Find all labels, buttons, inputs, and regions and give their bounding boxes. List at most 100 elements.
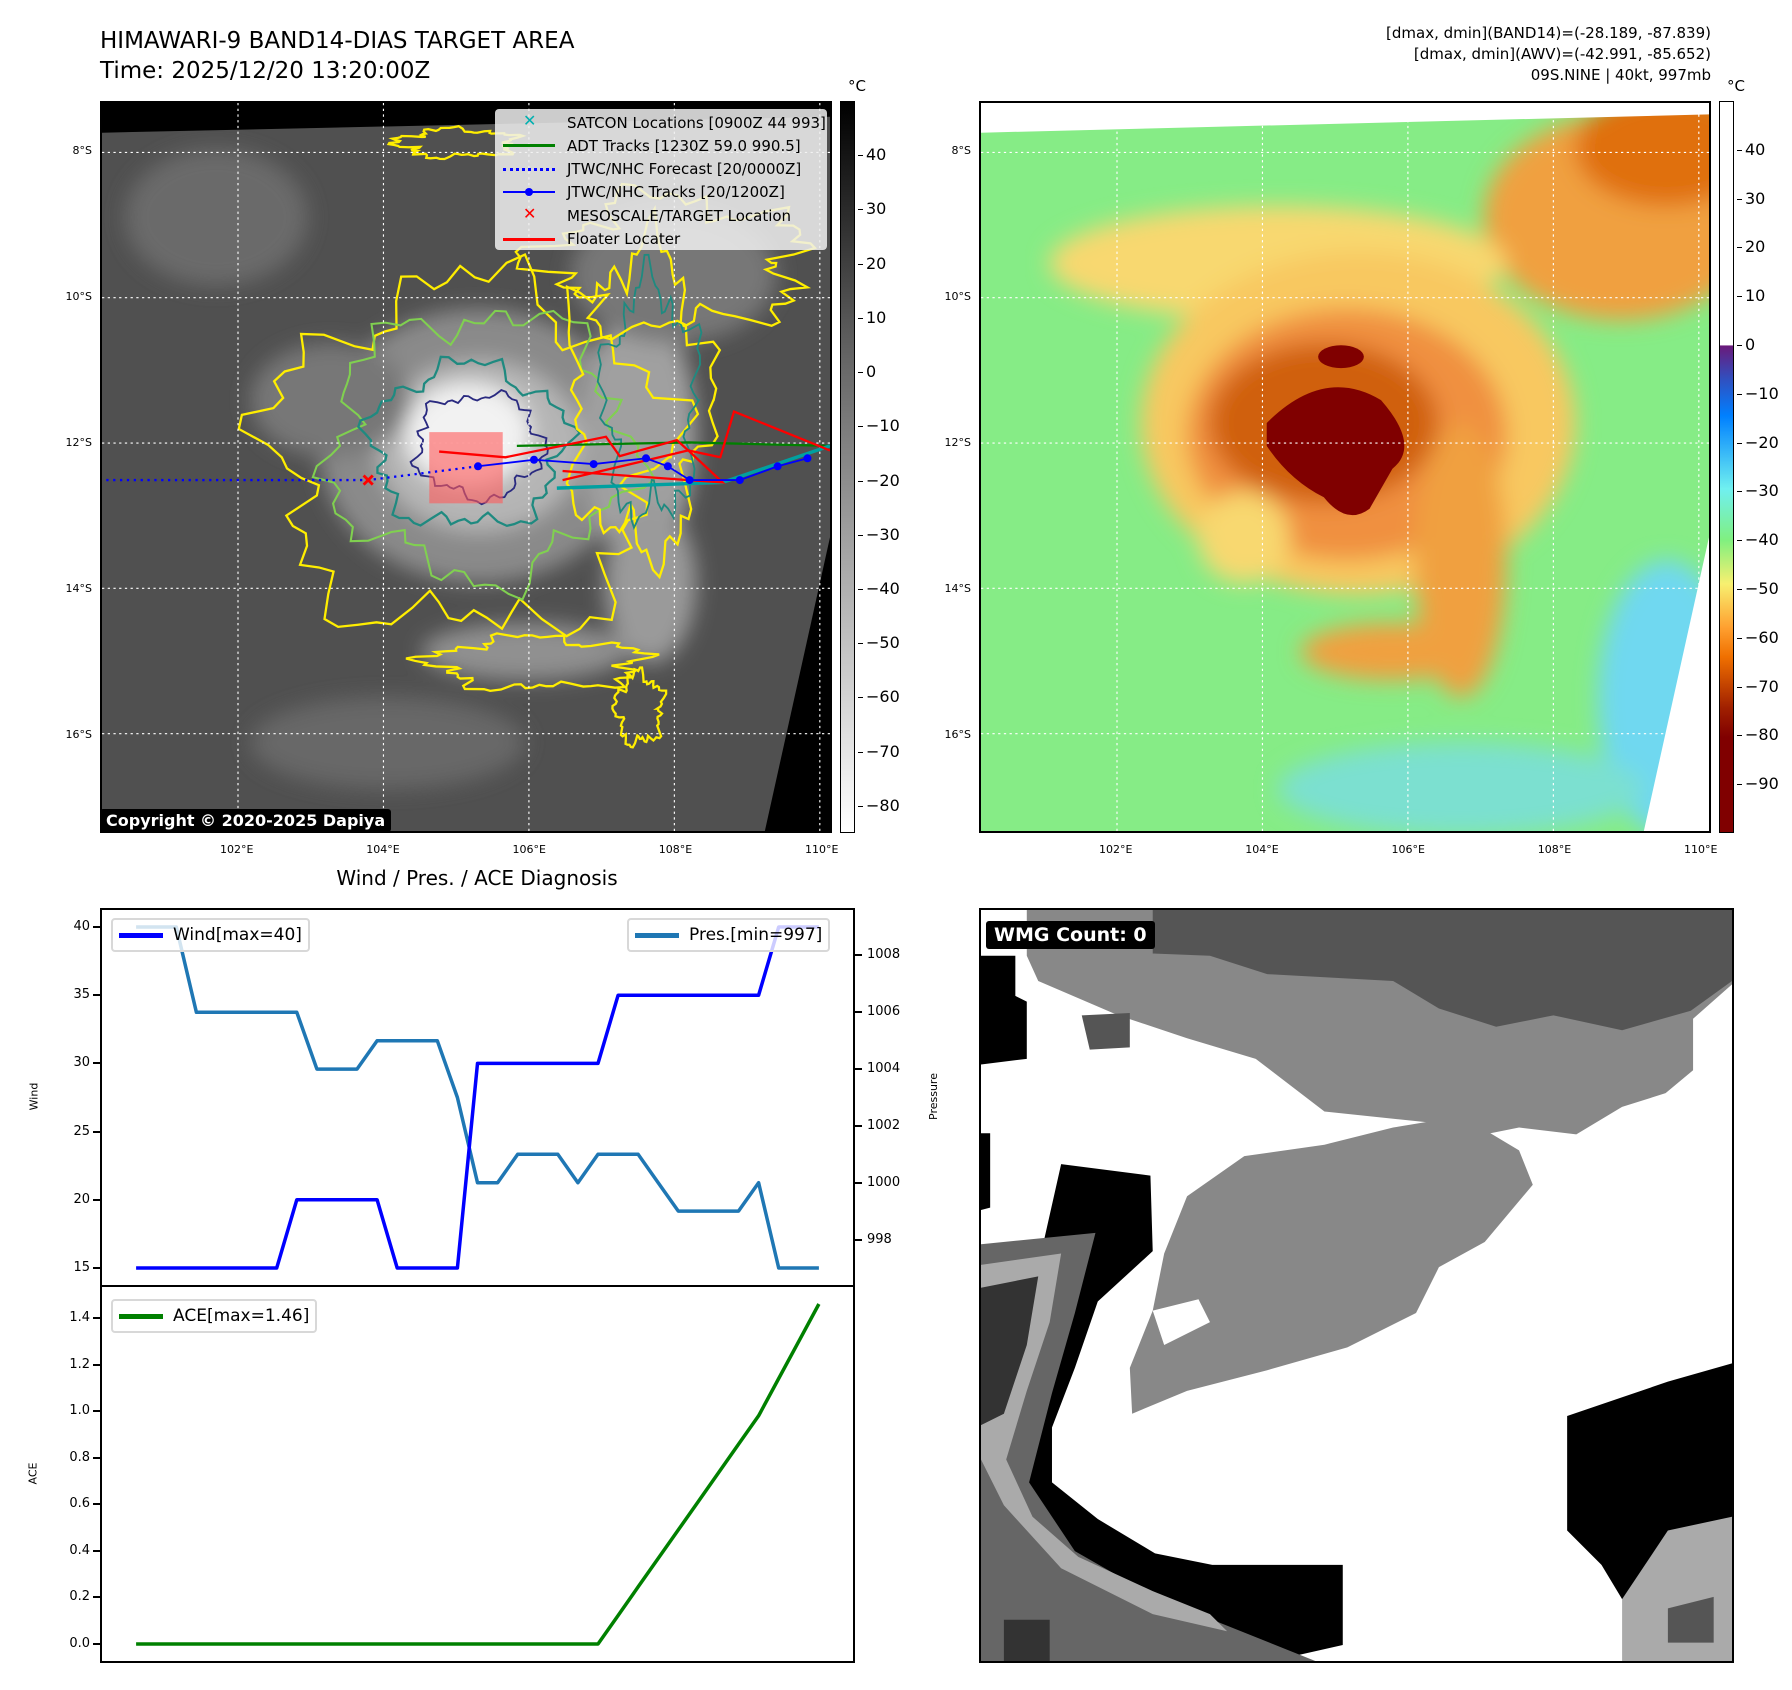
lat-tick-label: 16°S [944,728,971,742]
ace-axis-tick [93,1596,100,1599]
wind-pressure-chart: Wind[max=40] Pres.[min=997] [100,908,855,1287]
lon-tick-label: 108°E [1537,843,1572,856]
ace-axis-tick-label: 1.2 [69,1356,90,1372]
colorbar-tick-label: −30 [1745,481,1779,501]
band14-colorbar [840,101,855,833]
awv-blob [1575,103,1709,206]
colorbar-tick [858,805,863,807]
pressure-axis-tick-label: 1004 [867,1061,901,1077]
wind-axis-tick [93,1266,100,1269]
ace-legend-label: ACE[max=1.46] [173,1306,310,1326]
colorbar-tick-label: −80 [866,795,900,815]
contour-yellow [386,124,527,161]
lat-tick-label: 10°S [944,289,971,303]
wmg-image [981,910,1732,1661]
colorbar-tick [858,317,863,319]
legend-item: Floater Locater [495,228,680,251]
colorbar-tick [858,209,863,211]
colorbar-tick-label: −30 [866,524,900,544]
pressure-legend: Pres.[min=997] [627,918,831,952]
lat-tick-label: 12°S [944,435,971,449]
pressure-axis-tick-label: 1002 [867,1117,901,1133]
jtwc-track-point [735,476,744,485]
wind-pressure-plot [136,925,819,1270]
contour-yellow [405,632,660,693]
cloud-blob [250,697,525,789]
lon-tick-label: 108°E [658,843,693,856]
awv-map [979,101,1711,833]
wind-axis-tick-label: 40 [73,919,90,935]
colorbar-tick [858,426,863,428]
colorbar-tick [1737,784,1742,786]
ace-axis-tick [93,1363,100,1366]
pressure-axis-tick [855,1238,862,1241]
figure-title: HIMAWARI-9 BAND14-DIAS TARGET AREA Time:… [100,26,574,86]
colorbar-tick [1737,198,1742,200]
ace-axis-tick-label: 0.8 [69,1449,90,1465]
legend-item-label: Floater Locater [567,230,681,248]
jtwc-track-point [773,462,782,471]
pressure-axis-tick [855,1011,862,1014]
contour-green [311,309,656,601]
wind-axis-tick-label: 30 [73,1055,90,1071]
colorbar-tick [1737,637,1742,639]
lon-tick-label: 104°E [366,843,400,856]
title-line-1: HIMAWARI-9 BAND14-DIAS TARGET AREA [100,28,575,54]
cloud-blob [422,623,628,681]
cloud-blob [250,343,411,458]
ace-axis-tick [93,1549,100,1552]
colorbar-tick [1737,296,1742,298]
ace-axis-tick [93,1456,100,1459]
ace-axis-tick [93,1503,100,1506]
jtwc-track-point [474,462,482,471]
wind-axis-tick [93,1062,100,1065]
colorbar-tick-label: −90 [1745,774,1779,794]
colorbar-tick-label: −50 [1745,579,1779,598]
ace-plot [136,1303,821,1646]
colorbar-tick-label: −50 [866,633,900,653]
title-time: Time: 2025/12/20 13:20:00Z [100,58,431,84]
jtwc-track-point [589,460,598,469]
lat-tick-label: 10°S [65,289,92,303]
lon-tick-label: 110°E [805,843,839,856]
jtwc-track-point [530,455,538,464]
ace-axis-tick-label: 1.0 [69,1403,90,1419]
wind-axis-tick [93,1130,100,1133]
colorbar-tick-label: −40 [866,579,900,598]
wmg-panel [979,908,1734,1663]
colorbar-tick [1737,345,1742,346]
wind-legend-swatch [119,932,163,938]
pressure-axis-tick-label: 1006 [867,1004,901,1020]
lat-tick-label: 14°S [944,582,971,595]
pressure-axis-label: Pressure [926,1073,940,1120]
colorbar-tick [1737,393,1742,395]
jtwc-track-point [663,462,672,471]
wind-axis-tick [93,994,100,997]
colorbar-tick-label: 10 [1745,286,1766,306]
legend-item-label: MESOSCALE/TARGET Location [567,206,792,225]
ace-axis-tick [93,1410,100,1413]
colorbar-tick-label: −80 [1745,725,1779,745]
awv-blob [1301,623,1484,681]
jtwc-track-point [803,454,812,463]
pressure-legend-label: Pres.[min=997] [689,925,823,945]
copyright-label: Copyright © 2020-2025 Dapiya [100,809,392,832]
awv-map-canvas [981,103,1709,831]
ace-axis-tick-label: 0.0 [69,1636,90,1651]
awv-blob [1198,491,1290,583]
band14-map [100,101,832,833]
ace-line [136,1303,821,1646]
pressure-axis-tick-label: 998 [867,1231,892,1247]
colorbar-tick-label: 20 [1745,237,1766,257]
band14-map-canvas [102,103,830,831]
pressure-line [136,925,819,1270]
colorbar-tick [858,155,863,157]
colorbar-tick-label: 0 [1745,335,1756,354]
colorbar-tick-label: 40 [1745,139,1766,159]
lon-tick-label: 104°E [1245,843,1279,856]
contour-yellow [237,253,700,638]
red-x-marker-icon: ✕ [523,204,537,224]
ace-chart: ACE[max=1.46] [100,1285,855,1663]
lon-tick-label: 106°E [1391,843,1425,856]
lon-tick-label: 102°E [220,843,254,856]
